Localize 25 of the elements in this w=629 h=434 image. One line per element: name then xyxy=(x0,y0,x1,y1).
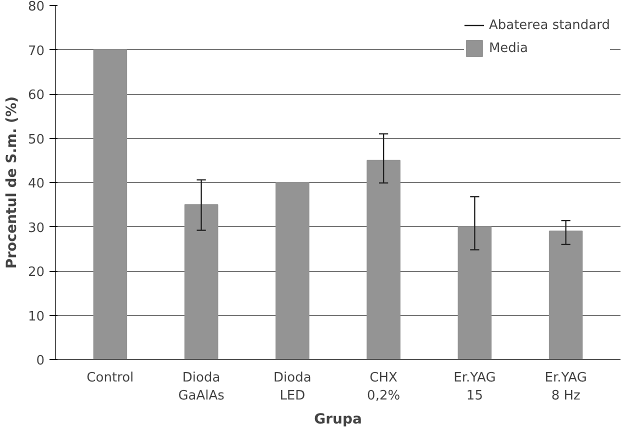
bar xyxy=(366,160,400,360)
legend-label: Media xyxy=(488,40,528,56)
y-tick-label: 80 xyxy=(28,0,45,14)
y-tick-label: 70 xyxy=(28,44,45,59)
bar xyxy=(458,226,492,360)
bar xyxy=(276,182,310,360)
x-axis-title: Grupa xyxy=(314,412,362,428)
bar xyxy=(548,230,583,360)
x-tick-label: Er.YAG 8 Hz xyxy=(544,370,587,404)
y-tick-label: 60 xyxy=(28,88,45,103)
x-tick-label: Dioda LED xyxy=(274,370,312,404)
x-tick-label: CHX 0,2% xyxy=(367,370,400,404)
y-tick-label: 30 xyxy=(28,220,45,236)
y-tick-label: 50 xyxy=(28,132,45,148)
annotation: Abaterea standard xyxy=(488,18,610,32)
y-tick-label: 20 xyxy=(28,265,45,280)
x-tick-label: Control xyxy=(86,370,134,386)
x-tick-label: Er.YAG 15 xyxy=(454,370,496,404)
bar xyxy=(184,204,218,360)
y-tick-label: 10 xyxy=(28,309,45,324)
y-tick-label: 40 xyxy=(28,176,45,192)
bar xyxy=(93,49,128,360)
x-tick-label: Dioda GaAlAs xyxy=(178,370,225,404)
y-axis-title: Procentul de S.m. (%) xyxy=(4,96,20,269)
y-tick-label: 0 xyxy=(36,354,45,368)
